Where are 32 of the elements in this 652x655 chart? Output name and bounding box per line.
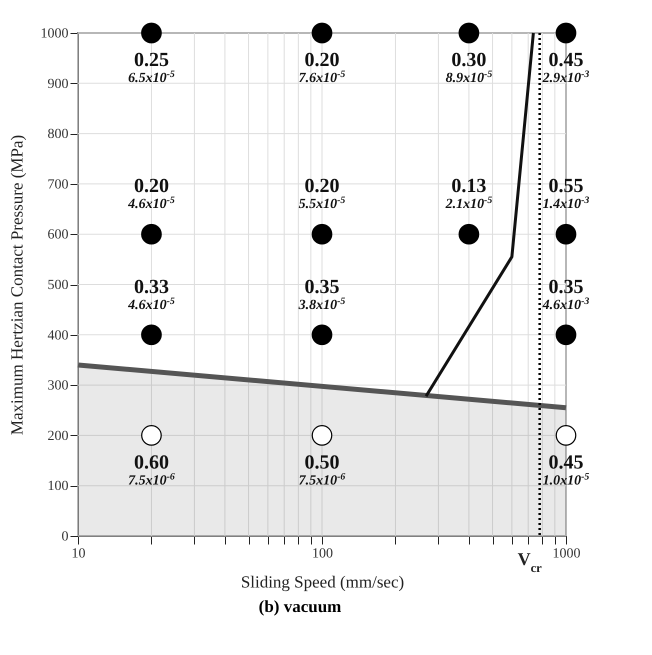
y-tick-label: 900 [48, 76, 68, 92]
y-tick-label: 800 [48, 127, 68, 142]
y-tick-label: 700 [48, 177, 68, 192]
y-tick-label: 1000 [40, 26, 68, 42]
text: 0.20 5.5x10$^{-5}$ [298, 175, 346, 212]
text: 0.25 6.5x10$^{-5}$ [128, 49, 175, 86]
ref-line-label: V$_{cr}$ [518, 549, 542, 575]
y-tick-label: 600 [48, 228, 68, 243]
text: 0.45 2.9x10$^{-3}$ [542, 49, 590, 86]
y-tick-label: 200 [48, 428, 68, 444]
text: 0.60 7.5x10$^{-6}$ [128, 451, 175, 488]
y-tick-label: 400 [48, 328, 68, 344]
y-tick-label: 300 [48, 378, 68, 394]
x-axis-title: Sliding Speed (mm/sec) [240, 572, 404, 592]
text: 0.13 2.1x10$^{-5}$ [446, 175, 492, 212]
text: 0.20 4.6x10$^{-5}$ [128, 175, 175, 212]
y-tick-label: 100 [48, 479, 68, 494]
text: 0.45 1.0x10$^{-5}$ [542, 451, 590, 488]
text: (b) vacuum [258, 597, 342, 617]
text: 0.20 7.6x10$^{-5}$ [298, 49, 346, 86]
text: 0.35 3.8x10$^{-5}$ [298, 276, 346, 313]
text: 0.35 4.6x10$^{-3}$ [542, 276, 590, 313]
x-tick-label: 1000 [552, 546, 580, 562]
text: 0.55 1.4x10$^{-3}$ [542, 175, 590, 212]
x-tick-label: 10 [72, 546, 86, 562]
x-tick-label: 100 [312, 546, 333, 562]
text: 0.33 4.6x10$^{-5}$ [128, 276, 175, 313]
y-tick-label: 500 [48, 278, 68, 293]
text: 0.50 7.5x10$^{-6}$ [298, 451, 346, 488]
text: 0.30 8.9x10$^{-5}$ [446, 49, 492, 86]
y-axis-title: Maximum Hertzian Contact Pressure (MPa) [8, 134, 26, 436]
y-tick-label: 0 [62, 530, 68, 544]
